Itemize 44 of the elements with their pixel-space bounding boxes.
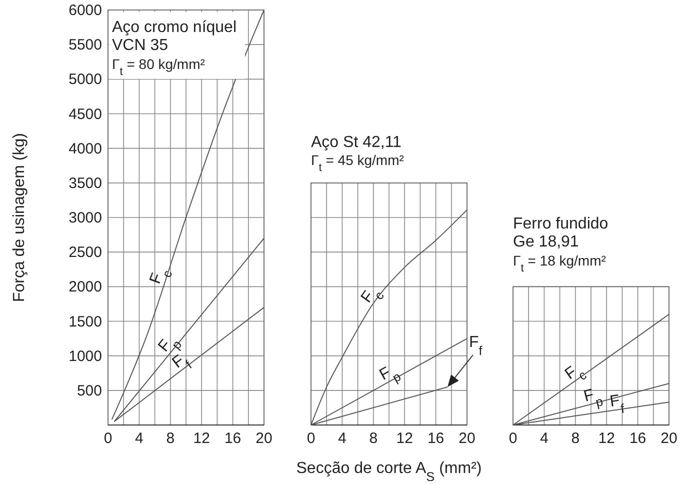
text: F$_{f}$ <box>469 334 483 358</box>
x-tick-label: 4 <box>135 430 144 447</box>
x-tick-label: 8 <box>571 430 580 447</box>
text: F$_{p}$ <box>582 386 604 410</box>
x-tick-label: 8 <box>166 430 175 447</box>
y-tick-label: 1500 <box>68 313 102 330</box>
x-tick-label: 4 <box>540 430 548 447</box>
y-tick-label: 5500 <box>68 36 102 54</box>
x-tick-label: 16 <box>224 430 242 447</box>
x-tick-label: 0 <box>306 430 316 447</box>
x-tick-label: 0 <box>508 430 518 447</box>
text: F$_{f}$ <box>608 392 626 416</box>
text: F$_{p}$ <box>376 364 404 385</box>
x-axis-title: Secção de corte A$_{S}$ (mm²) <box>296 460 482 484</box>
y-tick-label: 6000 <box>68 2 102 19</box>
x-tick-label: 12 <box>193 430 210 447</box>
y-tick-label: 2500 <box>68 244 102 262</box>
y-tick-label: 3000 <box>68 210 102 226</box>
y-tick-label: 4000 <box>68 140 102 158</box>
x-tick-label: 20 <box>458 430 476 447</box>
y-axis-title: Força de usinagem (kg) <box>11 133 28 302</box>
y-tick-label: 1000 <box>68 348 102 365</box>
x-tick-label: 4 <box>338 430 346 447</box>
text: Γ$_{t}$ = 45 kg/mm² <box>311 152 404 174</box>
x-tick-label: 12 <box>396 430 413 447</box>
chart-subtitle: Ge 18,91 <box>513 234 579 251</box>
text: Γ$_{t}$ = 18 kg/mm² <box>513 252 606 275</box>
x-tick-label: 20 <box>660 430 678 447</box>
x-tick-label: 16 <box>427 430 444 447</box>
y-tick-label: 2000 <box>68 278 102 296</box>
y-tick-label: 500 <box>76 382 102 400</box>
annotation: Γ$_{t}$ = 80 kg/mm² <box>112 56 206 78</box>
text: Aço cromo níquel <box>112 19 237 36</box>
y-tick-label: 3500 <box>68 174 102 192</box>
chart-title: Aço St 42,11 <box>311 134 402 151</box>
x-tick-label: 16 <box>629 430 646 447</box>
x-tick-label: 20 <box>256 430 272 447</box>
text: VCN 35 <box>112 37 168 54</box>
x-tick-label: 12 <box>598 430 615 447</box>
x-tick-label: 0 <box>104 430 112 447</box>
x-tick-label: 8 <box>369 430 378 447</box>
y-tick-label: 5000 <box>68 71 102 88</box>
y-tick-label: 4500 <box>68 106 102 123</box>
chart-title: Ferro fundido <box>513 216 608 233</box>
